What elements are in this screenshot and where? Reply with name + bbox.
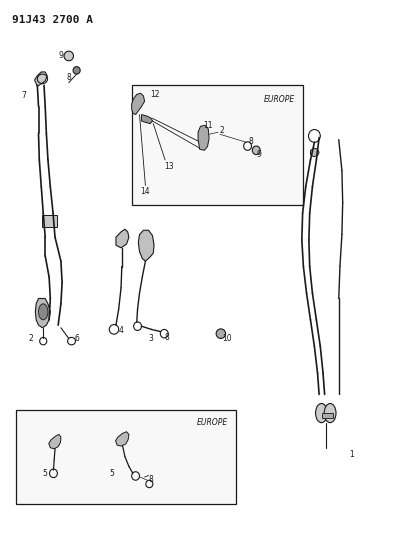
Bar — [42, 215, 57, 227]
Text: EUROPE: EUROPE — [196, 418, 228, 427]
Text: 12: 12 — [151, 91, 160, 99]
Text: EUROPE: EUROPE — [263, 95, 295, 104]
Polygon shape — [310, 148, 319, 157]
Ellipse shape — [73, 67, 80, 74]
Text: 3: 3 — [149, 334, 154, 343]
Polygon shape — [141, 115, 152, 124]
Text: 8: 8 — [66, 73, 71, 82]
Bar — [322, 413, 333, 418]
Text: 1: 1 — [349, 450, 354, 458]
Bar — [132, 85, 303, 205]
Polygon shape — [116, 229, 129, 248]
Polygon shape — [138, 230, 154, 261]
Bar — [16, 410, 236, 504]
Polygon shape — [35, 72, 47, 86]
Text: 8: 8 — [248, 138, 253, 146]
Text: 9: 9 — [59, 52, 63, 60]
Text: 2: 2 — [220, 126, 224, 135]
Text: 4: 4 — [119, 326, 123, 335]
Ellipse shape — [324, 403, 336, 423]
Ellipse shape — [252, 146, 260, 155]
Text: 8: 8 — [165, 333, 169, 342]
Polygon shape — [116, 432, 129, 446]
Text: 13: 13 — [164, 162, 174, 171]
Text: 5: 5 — [110, 469, 114, 478]
Text: 7: 7 — [21, 92, 26, 100]
Polygon shape — [49, 434, 61, 449]
Ellipse shape — [64, 51, 73, 61]
Text: 8: 8 — [149, 475, 154, 484]
Text: 14: 14 — [141, 188, 150, 196]
Text: 9: 9 — [257, 150, 262, 159]
Ellipse shape — [316, 403, 327, 423]
Ellipse shape — [216, 329, 226, 338]
Text: 2: 2 — [28, 334, 33, 343]
Text: 5: 5 — [43, 469, 48, 478]
Polygon shape — [132, 93, 145, 115]
Text: 6: 6 — [74, 334, 79, 343]
Polygon shape — [35, 298, 50, 328]
Text: 91J43 2700 A: 91J43 2700 A — [12, 15, 93, 25]
Polygon shape — [198, 125, 209, 150]
Ellipse shape — [39, 304, 48, 320]
Text: 11: 11 — [204, 121, 213, 130]
Text: 10: 10 — [222, 334, 232, 343]
